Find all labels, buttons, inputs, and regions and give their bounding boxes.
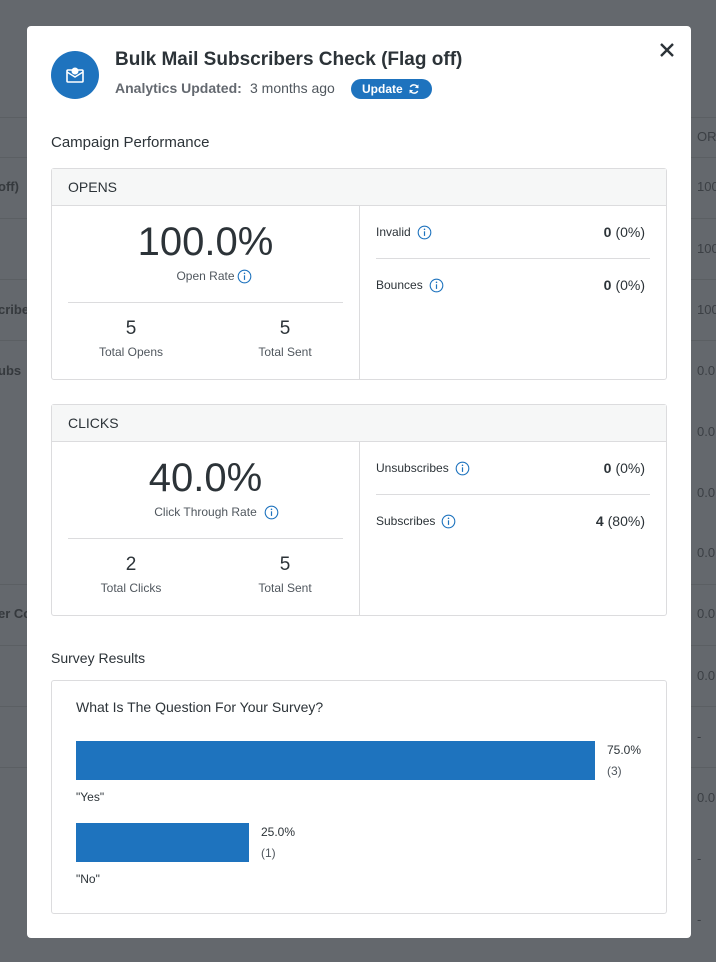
background-text: - <box>697 729 702 744</box>
survey-percent: 25.0% <box>261 825 296 839</box>
info-icon[interactable] <box>417 225 432 240</box>
panel <box>51 404 667 616</box>
info-icon[interactable] <box>429 278 444 293</box>
close-button[interactable] <box>659 42 675 58</box>
background-text: off) <box>0 179 19 194</box>
metric-divider <box>376 494 650 495</box>
info-icon[interactable] <box>441 514 456 529</box>
metric-label: Subscribes <box>376 514 436 528</box>
panel-header-text: OPENS <box>68 179 118 195</box>
background-text: cribe <box>0 302 30 317</box>
metric-label: Invalid <box>376 225 411 239</box>
panel-divider <box>359 206 360 379</box>
metric-count: 0 <box>603 277 612 293</box>
survey-option: "No" <box>76 872 100 886</box>
background-text: er Co <box>0 606 32 621</box>
analytics-value: 3 months ago <box>250 80 335 96</box>
panel-header <box>52 169 666 206</box>
background-text: 0.0 <box>697 668 716 683</box>
rate-label-text: Click Through Rate <box>154 505 257 519</box>
panel <box>51 168 667 380</box>
panel-divider <box>359 442 360 615</box>
metric-label: Bounces <box>376 278 423 292</box>
campaign-icon <box>51 51 99 99</box>
stat-value: 5 <box>125 318 137 339</box>
panel-header-text: CLICKS <box>68 415 119 431</box>
metric-share: (0%) <box>615 224 645 240</box>
update-button[interactable] <box>351 79 432 99</box>
survey-bar <box>76 741 595 780</box>
panel-header <box>52 405 666 442</box>
metric-label: Unsubscribes <box>376 461 449 475</box>
stat-label: Total Clicks <box>100 581 162 595</box>
survey-count: (3) <box>607 764 622 778</box>
survey-percent: 75.0% <box>607 743 642 757</box>
background-text: - <box>697 912 702 927</box>
background-text: 0.0 <box>697 790 716 805</box>
background-text: 100 <box>697 302 716 317</box>
survey-option: "Yes" <box>76 790 105 804</box>
metric-share: (0%) <box>615 460 645 476</box>
background-text: 0.0 <box>697 606 716 621</box>
background-text: ubs <box>0 363 22 378</box>
metric-count: 0 <box>603 224 612 240</box>
stat-label: Total Sent <box>258 345 312 359</box>
stat-label: Total Opens <box>98 345 164 359</box>
background-text: 100 <box>697 179 716 194</box>
info-icon[interactable] <box>237 269 252 284</box>
rate-label-text: Open Rate <box>176 269 235 283</box>
modal-title: Bulk Mail Subscribers Check (Flag off) <box>115 49 463 70</box>
rate-label: Click Through Rate <box>68 505 343 519</box>
background-text: OR <box>697 129 716 144</box>
rate: 40.0% <box>148 456 263 500</box>
stat-divider <box>68 302 343 303</box>
background-text: - <box>697 851 702 866</box>
metric-count: 0 <box>603 460 612 476</box>
metric-share: (80%) <box>607 513 645 529</box>
survey-title: Survey Results <box>51 650 146 666</box>
stat-value: 5 <box>279 554 291 575</box>
section-title: Campaign Performance <box>51 134 210 151</box>
stat-label: Total Sent <box>258 581 312 595</box>
stat-value: 5 <box>279 318 291 339</box>
background-text: 0.0 <box>697 363 716 378</box>
stat-divider <box>68 538 343 539</box>
refresh-icon <box>409 84 419 94</box>
metric-divider <box>376 258 650 259</box>
survey-question: What Is The Question For Your Survey? <box>76 699 324 715</box>
background-text: 0.0 <box>697 424 716 439</box>
background-text: 0.0 <box>697 545 716 560</box>
survey-box <box>51 680 667 914</box>
background-text: 0.0 <box>697 485 716 500</box>
stat-value: 2 <box>125 554 137 575</box>
info-icon[interactable] <box>264 505 279 520</box>
metric-count: 4 <box>595 513 604 529</box>
update-label: Update <box>362 82 403 96</box>
survey-count: (1) <box>261 846 276 860</box>
rate: 100.0% <box>137 220 274 264</box>
background-text: 100 <box>697 241 716 256</box>
analytics-label: Analytics Updated: <box>115 80 242 96</box>
survey-bar <box>76 823 249 862</box>
rate-label: Open Rate <box>68 269 343 283</box>
info-icon[interactable] <box>455 461 470 476</box>
metric-share: (0%) <box>615 277 645 293</box>
